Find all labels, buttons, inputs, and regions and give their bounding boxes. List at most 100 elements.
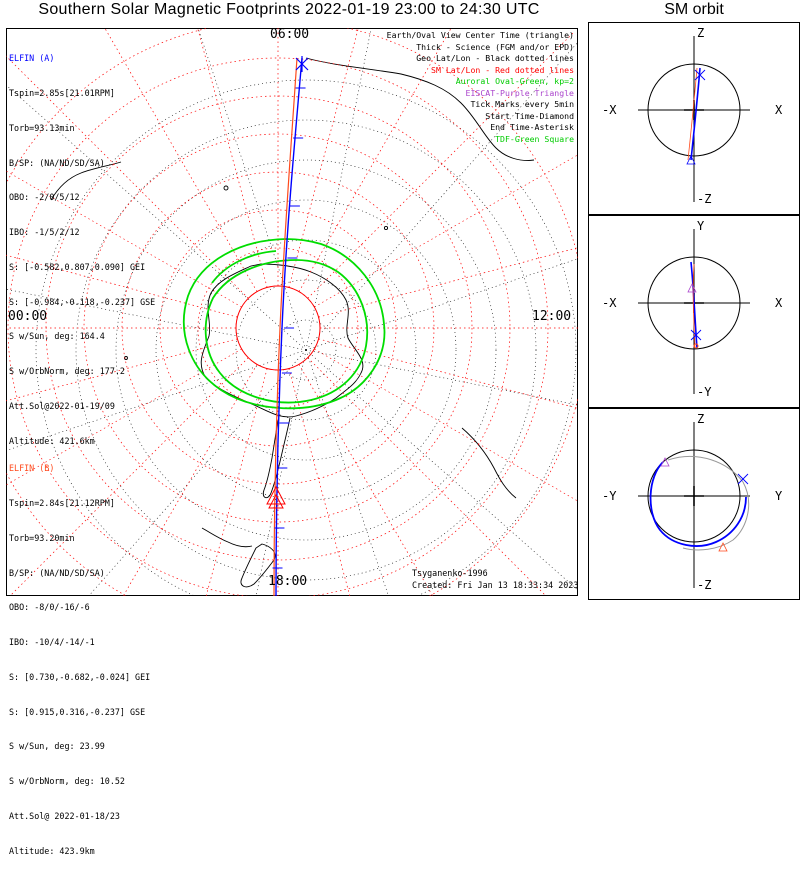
sm-lon-line bbox=[307, 30, 576, 299]
legend-item: Geo Lat/Lon - Black dotted lines bbox=[416, 53, 574, 63]
sm-axis-label: -X bbox=[602, 103, 617, 117]
elfin-b-line: OBO: -8/0/-16/-6 bbox=[9, 602, 90, 613]
sm-lat-circle bbox=[7, 57, 549, 596]
footprint-map-frame bbox=[6, 28, 578, 596]
elfin-a-line: OBO: -2/0/5/12 bbox=[9, 192, 80, 203]
time-label-top: 06:00 bbox=[270, 27, 310, 42]
legend-item: Earth/Oval View Center Time (triangle) bbox=[386, 30, 574, 40]
end-asterisk bbox=[295, 56, 309, 72]
geo-lon-line bbox=[305, 28, 372, 351]
sm-lon-line bbox=[314, 348, 578, 502]
elfin-b-line: S: [0.730,-0.682,-0.024] GEI bbox=[9, 671, 151, 682]
footer-author: Tsyganenko-1996 bbox=[412, 568, 488, 578]
sm-lon-line bbox=[104, 28, 258, 292]
geo-lat-circle bbox=[235, 279, 377, 421]
geo-lat-circle bbox=[195, 239, 417, 461]
sm-lon-line bbox=[6, 348, 242, 486]
geo-lon-line bbox=[197, 28, 307, 351]
elfin-b-line: S: [0.915,0.316,-0.237] GSE bbox=[9, 706, 146, 717]
geo-lat-circle bbox=[75, 119, 537, 581]
sm-orbit-title: SM orbit bbox=[664, 1, 724, 18]
legend-item: SM Lat/Lon - Red dotted lines bbox=[431, 64, 574, 75]
sm-axis-label: -Y bbox=[602, 489, 617, 503]
elfin-a-info: ELFIN (A) Tspin=2.85s[21.01RPM] Torb=93.… bbox=[9, 30, 155, 459]
footer-created: Created: Fri Jan 13 18:33:34 2023 bbox=[412, 580, 579, 590]
elfin-a-line: S: [-0.984,-0.118,-0.237] GSE bbox=[9, 296, 156, 307]
elfin-a-line: IBO: -1/5/2/12 bbox=[9, 227, 80, 238]
sm-inner-ring bbox=[235, 285, 321, 371]
time-label-right: 12:00 bbox=[532, 309, 572, 324]
sm-lon-line bbox=[197, 28, 268, 288]
elfin-b-line: S w/OrbNorm, deg: 10.52 bbox=[9, 776, 125, 787]
sm-lon-line bbox=[6, 55, 249, 299]
sm-lon-line bbox=[298, 364, 434, 596]
elfin-b-line: Att.Sol@ 2022-01-18/23 bbox=[9, 811, 120, 821]
legend-item: Thick - Science (FGM and/or EPD) bbox=[416, 41, 574, 52]
elfin-b-info: ELFIN (B) Tspin=2.84s[21.12RPM] Torb=93.… bbox=[9, 440, 150, 869]
geo-lon-line bbox=[305, 349, 389, 596]
legend-item: End Time-Asterisk bbox=[490, 122, 574, 132]
sm-lat-circle bbox=[197, 247, 359, 409]
elfin-a-name: ELFIN (A) bbox=[9, 53, 55, 64]
elfin-a-line: Att.Sol@2022-01-19/09 bbox=[9, 401, 115, 411]
elfin-b-name: ELFIN (B) bbox=[9, 463, 55, 474]
elfin-a-line: Tspin=2.85s[21.01RPM] bbox=[9, 87, 115, 98]
tick-marks bbox=[272, 87, 306, 569]
view-center-triangles bbox=[266, 485, 286, 509]
sm-lon-line bbox=[6, 254, 238, 318]
sm-axis-label: X bbox=[775, 103, 783, 117]
sm-axis-label: Z bbox=[697, 412, 705, 426]
elfin-b-line: Altitude: 423.9km bbox=[9, 845, 95, 856]
geo-lat-circle bbox=[275, 319, 337, 381]
elfin-b-line: IBO: -10/4/-14/-1 bbox=[9, 637, 95, 648]
legend-item: Start Time-Diamond bbox=[485, 110, 574, 121]
sm-axis-label: Y bbox=[697, 219, 705, 233]
elfin-a-line: S w/OrbNorm, deg: 177.2 bbox=[9, 366, 125, 377]
elfin-b-line: Torb=93.20min bbox=[9, 532, 75, 543]
elfin-a-line: S: [-0.582,0.807,0.090] GEI bbox=[9, 261, 146, 272]
sm-lon-line bbox=[288, 368, 351, 596]
track-elfin-b bbox=[273, 57, 298, 596]
footprint-map bbox=[6, 28, 578, 596]
geo-grid bbox=[6, 28, 578, 596]
elfin-a-line: S w/Sun, deg: 164.4 bbox=[9, 331, 105, 342]
sm-lon-line bbox=[307, 357, 547, 596]
time-label-bottom: 18:00 bbox=[268, 574, 308, 589]
sm-grid bbox=[6, 28, 578, 596]
auroral-oval bbox=[183, 238, 386, 410]
legend-item: Tick Marks every 5min bbox=[470, 99, 574, 109]
sm-axis-label: -Y bbox=[697, 385, 712, 399]
time-label-left: 00:00 bbox=[8, 309, 48, 324]
sm-panel-xy-plot bbox=[638, 229, 750, 394]
sm-axis-label: -X bbox=[602, 296, 617, 310]
geo-lat-circle bbox=[115, 159, 497, 541]
sm-lon-line bbox=[122, 364, 258, 596]
sm-lon-line bbox=[314, 154, 578, 308]
sm-panel-xz-plot bbox=[638, 36, 750, 202]
sm-axis-label: -Z bbox=[697, 578, 712, 592]
legend-item: TDF-Green Square bbox=[495, 133, 574, 144]
geo-lon-line bbox=[305, 349, 578, 591]
plot-title: Southern Solar Magnetic Footprints 2022-… bbox=[38, 1, 540, 18]
legend: Earth/Oval View Center Time (triangle) T… bbox=[387, 30, 574, 145]
sm-lat-circle bbox=[83, 133, 473, 523]
sm-orbit-plots bbox=[638, 36, 750, 588]
sm-lon-line bbox=[318, 338, 578, 409]
elfin-b-line: S w/Sun, deg: 23.99 bbox=[9, 741, 105, 752]
sm-axis-label: X bbox=[775, 296, 783, 310]
geo-lon-line bbox=[305, 349, 578, 406]
sm-axis-label: Z bbox=[697, 26, 705, 40]
sm-panel-yz-plot bbox=[638, 422, 750, 588]
legend-item: Auroral Oval-Green, kp=2 bbox=[455, 76, 574, 86]
elfin-a-line: Altitude: 421.6km bbox=[9, 435, 95, 446]
geo-lat-circle bbox=[35, 79, 577, 596]
sm-axis-label: Y bbox=[775, 489, 783, 503]
legend-item: EISCAT-Purple Triangle bbox=[465, 87, 574, 98]
sm-lon-line bbox=[9, 357, 249, 596]
sm-lon-line bbox=[205, 368, 268, 596]
sm-lon-line bbox=[298, 28, 452, 292]
elfin-a-line: Torb=93.13min bbox=[9, 122, 75, 133]
sm-lon-line bbox=[6, 170, 242, 308]
elfin-b-line: Tspin=2.84s[21.12RPM] bbox=[9, 497, 115, 508]
coastlines bbox=[50, 57, 535, 588]
